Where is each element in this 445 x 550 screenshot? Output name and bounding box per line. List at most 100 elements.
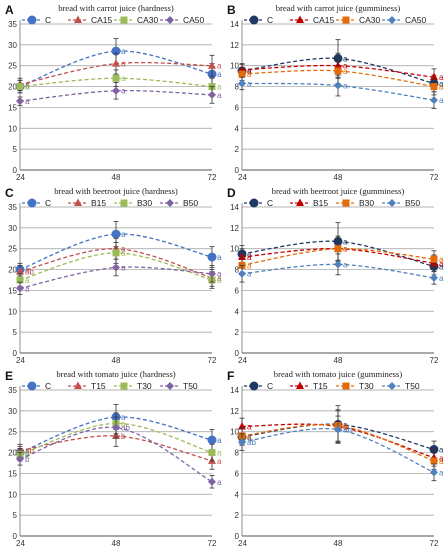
significance-label: a xyxy=(247,66,252,75)
data-point xyxy=(16,83,24,91)
x-tick-label: 72 xyxy=(430,173,439,182)
legend-entry: T50 xyxy=(160,381,198,391)
data-point xyxy=(430,96,438,105)
significance-label: a xyxy=(217,83,222,92)
data-point xyxy=(112,86,120,95)
significance-label: a xyxy=(217,62,222,71)
y-tick-label: 10 xyxy=(230,245,239,254)
legend-entry: C xyxy=(244,198,273,208)
significance-label: a xyxy=(217,276,222,285)
significance-label: a xyxy=(247,423,252,432)
data-point xyxy=(112,263,120,272)
data-point xyxy=(112,249,120,257)
series-line xyxy=(19,89,213,102)
legend-marker xyxy=(27,381,37,391)
significance-label: a xyxy=(121,230,126,239)
y-tick-label: 8 xyxy=(235,266,240,275)
series-line xyxy=(19,416,213,454)
legend-label: B30 xyxy=(137,198,152,208)
y-tick-label: 0 xyxy=(13,349,18,358)
y-tick-label: 30 xyxy=(8,41,17,50)
legend-entry: B30 xyxy=(114,198,152,208)
legend-label: T15 xyxy=(313,381,328,391)
x-tick-label: 24 xyxy=(16,356,25,365)
chart-title: bread with beetroot juice (hardness) xyxy=(54,186,178,196)
y-tick-label: 5 xyxy=(13,328,18,337)
legend-marker xyxy=(166,199,174,207)
y-tick-label: 2 xyxy=(235,328,240,337)
legend-marker xyxy=(296,15,304,23)
x-tick-label: 48 xyxy=(334,539,343,548)
legend-marker xyxy=(166,16,174,24)
series-line xyxy=(19,233,213,271)
series-line xyxy=(241,428,435,473)
significance-label: a xyxy=(121,263,126,272)
legend-label: CA30 xyxy=(359,15,381,25)
legend-label: CA30 xyxy=(137,15,159,25)
x-tick-label: 48 xyxy=(334,356,343,365)
x-tick-label: 48 xyxy=(112,539,121,548)
series-B50: aaa xyxy=(238,253,444,285)
series-T30: aaa xyxy=(16,412,222,462)
y-tick-label: 8 xyxy=(235,449,240,458)
x-tick-label: 48 xyxy=(112,173,121,182)
data-point xyxy=(208,61,216,69)
y-tick-label: 12 xyxy=(230,407,239,416)
y-tick-label: 5 xyxy=(13,145,18,154)
legend-entry: CA50 xyxy=(382,15,427,25)
legend-marker xyxy=(249,381,259,391)
panel-letter: B xyxy=(227,3,236,17)
y-tick-label: 10 xyxy=(8,490,17,499)
data-point xyxy=(16,267,24,275)
y-tick-label: 4 xyxy=(235,124,240,133)
legend-label: B30 xyxy=(359,198,374,208)
y-tick-label: 5 xyxy=(13,511,18,520)
y-tick-label: 2 xyxy=(235,145,240,154)
data-point xyxy=(208,449,216,457)
legend-marker xyxy=(296,381,304,389)
x-tick-label: 48 xyxy=(334,173,343,182)
legend-marker xyxy=(74,381,82,389)
significance-label: a xyxy=(217,70,222,79)
legend-label: C xyxy=(45,198,51,208)
significance-label: ab xyxy=(343,426,352,435)
significance-label: a xyxy=(121,60,126,69)
data-point xyxy=(430,468,438,477)
significance-label: a xyxy=(247,67,252,76)
series-line xyxy=(241,424,435,462)
series-line xyxy=(19,77,213,88)
significance-label: ab xyxy=(247,438,256,447)
legend-entry: CA50 xyxy=(160,15,205,25)
data-point xyxy=(208,90,216,99)
significance-label: a xyxy=(247,253,252,262)
legend-entry: B50 xyxy=(160,198,198,208)
data-point xyxy=(16,97,24,106)
legend-entry: CA30 xyxy=(114,15,159,25)
legend-label: B50 xyxy=(405,198,420,208)
legend-label: T30 xyxy=(359,381,374,391)
data-point xyxy=(238,252,246,261)
significance-label: a xyxy=(217,436,222,445)
series-T30: aaa xyxy=(238,409,444,470)
panel-letter: E xyxy=(5,369,13,383)
significance-label: a xyxy=(217,270,222,279)
data-point xyxy=(238,269,246,278)
legend-label: C xyxy=(267,381,273,391)
significance-label: a xyxy=(343,421,348,430)
legend-label: B15 xyxy=(313,198,328,208)
x-tick-label: 24 xyxy=(238,539,247,548)
panel-letter: F xyxy=(227,369,234,383)
legend-entry: CA30 xyxy=(336,15,381,25)
y-tick-label: 30 xyxy=(8,407,17,416)
series-B50: aaa xyxy=(16,258,222,295)
legend-entry: CA15 xyxy=(290,15,335,25)
legend-entry: T15 xyxy=(290,381,328,391)
x-tick-label: 24 xyxy=(16,539,25,548)
series-T15: a aa xyxy=(238,410,444,467)
